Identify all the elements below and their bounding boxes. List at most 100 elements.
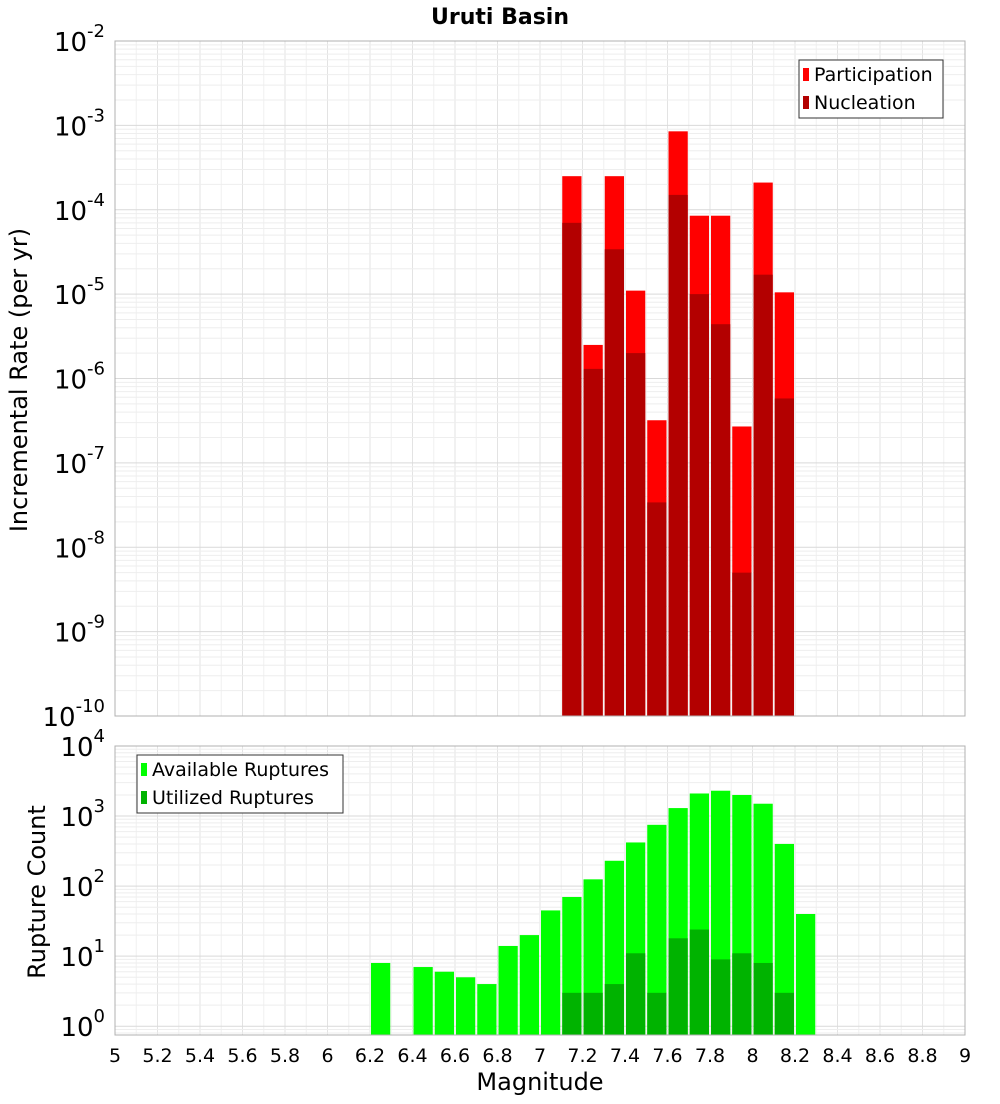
x-tick-label: 8.4 (822, 1045, 852, 1067)
bottom-bar-available-ruptures (796, 914, 816, 1035)
x-tick-label: 6.8 (482, 1045, 512, 1067)
y-tick-label: 10-2 (54, 21, 105, 58)
y-tick-base: 10 (60, 873, 93, 903)
x-tick-label: 7.6 (652, 1045, 682, 1067)
legend-label: Available Ruptures (152, 759, 329, 781)
x-tick-label: 8.8 (907, 1045, 937, 1067)
y-tick-label: 103 (60, 796, 105, 833)
top-bar-nucleation (604, 249, 624, 716)
legend-box (136, 754, 344, 814)
bottom-bar-utilized-ruptures (668, 938, 688, 1035)
bottom-bar-utilized-ruptures (626, 953, 646, 1035)
x-tick-label: 8.2 (780, 1045, 810, 1067)
y-tick-exponent: 0 (94, 1006, 105, 1027)
legend-label: Utilized Ruptures (152, 787, 314, 809)
bottom-y-axis-label: Rupture Count (23, 805, 51, 979)
x-tick-label: 5 (109, 1045, 121, 1067)
top-grid (114, 40, 966, 717)
x-tick-label: 9 (959, 1045, 971, 1067)
y-tick-base: 10 (54, 112, 87, 142)
top-bar-nucleation (562, 222, 582, 716)
bottom-bars (371, 790, 816, 1035)
y-tick-base: 10 (60, 803, 93, 833)
y-tick-label: 10-8 (54, 527, 105, 564)
bottom-bar-utilized-ruptures (647, 992, 667, 1035)
bottom-bar-utilized-ruptures (604, 984, 624, 1035)
y-tick-label: 10-9 (54, 612, 105, 649)
y-tick-base: 10 (60, 1013, 93, 1043)
y-tick-exponent: 3 (94, 796, 105, 817)
bottom-bar-utilized-ruptures (711, 959, 731, 1035)
y-tick-label: 10-5 (54, 274, 105, 311)
legend-swatch (141, 791, 147, 804)
y-tick-exponent: -5 (87, 274, 105, 295)
bottom-bar-available-ruptures (541, 910, 561, 1035)
bottom-bar-available-ruptures (519, 935, 539, 1035)
bottom-bar-utilized-ruptures (689, 929, 709, 1035)
y-tick-label: 104 (60, 726, 105, 763)
top-bar-nucleation (774, 398, 794, 716)
bottom-bar-utilized-ruptures (774, 992, 794, 1035)
bottom-bar-utilized-ruptures (583, 992, 603, 1035)
y-tick-exponent: 2 (94, 866, 105, 887)
y-tick-base: 10 (54, 534, 87, 564)
y-tick-base: 10 (54, 197, 87, 227)
y-tick-base: 10 (54, 450, 87, 480)
bottom-bar-available-ruptures (413, 967, 433, 1035)
top-legend: Participation Nucleation (798, 59, 944, 119)
y-tick-base: 10 (43, 703, 76, 733)
bottom-bar-available-ruptures (371, 962, 391, 1035)
bottom-x-tick-labels: 5 5.2 5.4 5.6 5.8 6 6.2 6.4 6.6 6.8 7 7.2 7.4 7.6 7.8 8… (109, 1045, 971, 1067)
x-axis-label: Magnitude (476, 1068, 603, 1096)
x-tick-label: 6 (321, 1045, 333, 1067)
bottom-bar-available-ruptures (477, 984, 497, 1035)
x-tick-label: 6.2 (355, 1045, 385, 1067)
bottom-bar-utilized-ruptures (562, 992, 582, 1035)
x-tick-label: 7.4 (610, 1045, 640, 1067)
bottom-bar-available-ruptures (498, 945, 518, 1035)
y-tick-label: 101 (60, 936, 105, 973)
y-tick-base: 10 (54, 281, 87, 311)
x-tick-label: 8.6 (865, 1045, 895, 1067)
y-tick-label: 10-4 (54, 190, 105, 227)
x-tick-label: 8 (746, 1045, 758, 1067)
top-bar-nucleation (647, 502, 667, 716)
bottom-bar-utilized-ruptures (732, 953, 752, 1035)
y-tick-exponent: -4 (87, 190, 105, 211)
y-tick-exponent: -9 (87, 612, 105, 633)
y-tick-exponent: 1 (94, 936, 105, 957)
x-tick-label: 5.8 (270, 1045, 300, 1067)
y-tick-exponent: -7 (87, 443, 105, 464)
y-tick-exponent: -3 (87, 105, 105, 126)
top-plot-frame (114, 40, 966, 717)
y-tick-label: 102 (60, 866, 105, 903)
y-tick-exponent: 4 (94, 726, 105, 747)
top-bar-nucleation (711, 324, 731, 716)
y-tick-exponent: -2 (87, 21, 105, 42)
top-bar-nucleation (583, 368, 603, 716)
bottom-bar-available-ruptures (456, 977, 476, 1035)
y-tick-label: 10-10 (43, 696, 106, 733)
bottom-bar-utilized-ruptures (753, 962, 773, 1035)
legend-swatch (141, 763, 147, 776)
legend-box (798, 59, 944, 119)
legend-label: Participation (814, 64, 933, 86)
top-plot-area: 10-210-310-410-510-610-710-810-910-10Par… (43, 21, 966, 733)
top-bar-nucleation (668, 194, 688, 716)
y-tick-base: 10 (54, 366, 87, 396)
y-tick-base: 10 (54, 28, 87, 58)
y-tick-base: 10 (60, 733, 93, 763)
bottom-bar-available-ruptures (647, 824, 667, 1035)
y-tick-base: 10 (60, 943, 93, 973)
x-tick-label: 5.2 (142, 1045, 172, 1067)
x-tick-label: 7 (534, 1045, 546, 1067)
y-tick-label: 10-7 (54, 443, 105, 480)
y-tick-exponent: -10 (76, 696, 105, 717)
x-tick-label: 7.8 (695, 1045, 725, 1067)
chart-title: Uruti Basin (431, 5, 569, 30)
top-bar-nucleation (626, 353, 646, 716)
legend-label: Nucleation (814, 92, 916, 114)
